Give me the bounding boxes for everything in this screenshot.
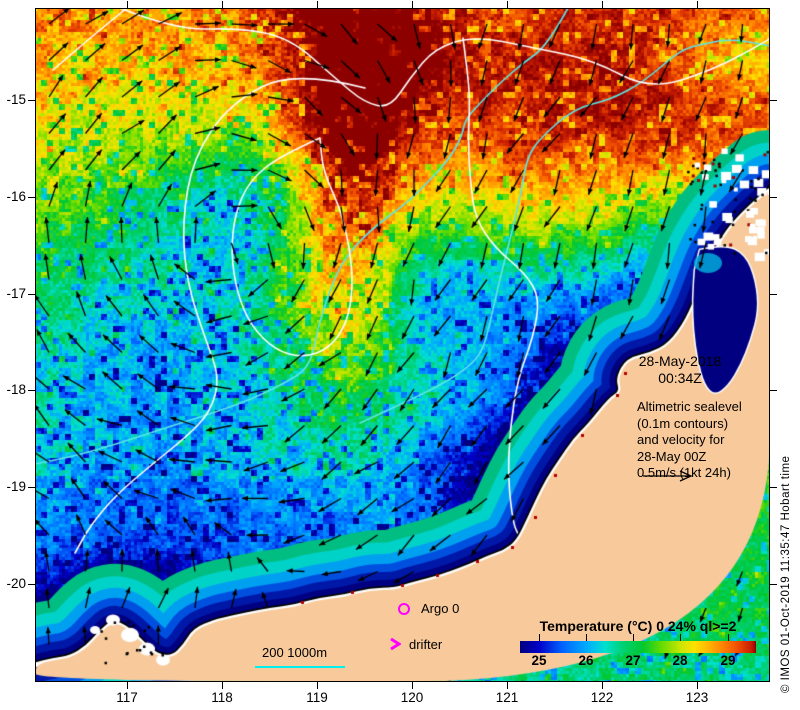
isobath-legend-label: 200 1000m — [262, 645, 328, 660]
x-axis-tick-label: 123 — [685, 690, 709, 705]
y-axis-tick-right — [770, 487, 777, 488]
y-axis-tick-right — [770, 294, 777, 295]
colorbar-tick-label: 25 — [531, 653, 547, 668]
altimetric-note: Altimetric sealevel (0.1m contours) and … — [637, 399, 742, 482]
altimetric-note-line: and velocity for — [637, 432, 725, 447]
x-axis-tick-label: 118 — [211, 690, 233, 705]
x-axis-tick-top — [222, 1, 223, 8]
y-axis-tick-right — [770, 390, 777, 391]
colorbar-tick — [586, 634, 587, 641]
x-axis-tick-top — [507, 1, 508, 8]
colorbar-tick-label: 28 — [672, 653, 688, 668]
colorbar-tick — [633, 634, 634, 641]
time-line: 00:34Z — [658, 370, 702, 386]
y-axis-tick-label: -20 — [6, 576, 26, 591]
x-axis-tick-label: 120 — [400, 690, 424, 705]
y-axis-tick-right — [770, 100, 777, 101]
isobath-legend-line-icon — [255, 666, 345, 668]
drifter-label: drifter — [409, 637, 443, 652]
altimetric-note-line: 28-May 00Z — [637, 448, 707, 464]
colorbar-tick-label: 29 — [720, 653, 736, 668]
altimetric-note-line: (0.1m contours) — [637, 415, 729, 431]
x-axis-tick-bottom — [222, 682, 223, 689]
colorbar-tick — [680, 634, 681, 641]
x-axis-tick-bottom — [127, 682, 128, 689]
argo-float-marker-icon — [398, 603, 410, 615]
x-axis-tick-top — [317, 1, 318, 8]
velocity-scale-arrow-icon — [643, 470, 693, 482]
x-axis-tick-bottom — [412, 682, 413, 689]
colorbar-tick — [539, 634, 540, 641]
y-axis-tick-left — [28, 487, 35, 488]
x-axis-tick-bottom — [317, 682, 318, 689]
x-axis-tick-label: 119 — [306, 690, 328, 705]
x-axis-tick-label: 122 — [590, 690, 614, 705]
argo-label: Argo 0 — [421, 601, 460, 616]
colorbar-title: Temperature (°C) 0 24% ql>=2 — [539, 618, 737, 634]
x-axis-tick-bottom — [697, 682, 698, 689]
x-axis-tick-label: 121 — [495, 690, 519, 705]
x-axis-tick-label: 117 — [116, 690, 138, 705]
x-axis-tick-top — [602, 1, 603, 8]
colorbar-tick-label: 26 — [578, 653, 594, 668]
colorbar-tick-label: 27 — [625, 653, 641, 668]
colorbar-tick — [728, 634, 729, 641]
drifter-marker-icon — [390, 638, 401, 651]
y-axis-tick-label: -18 — [6, 382, 26, 397]
y-axis-tick-left — [28, 294, 35, 295]
y-axis-tick-right — [770, 197, 777, 198]
date-line: 28-May-2018 — [638, 353, 722, 369]
y-axis-tick-left — [28, 390, 35, 391]
x-axis-tick-bottom — [602, 682, 603, 689]
x-axis-tick-top — [697, 1, 698, 8]
y-axis-tick-left — [28, 584, 35, 585]
sst-raster-map — [35, 8, 770, 682]
x-axis-tick-top — [127, 1, 128, 8]
credit-text: © IMOS 01-Oct-2019 11:35:47 Hobart time — [780, 455, 792, 693]
y-axis-tick-label: -16 — [6, 189, 26, 204]
x-axis-tick-top — [412, 1, 413, 8]
y-axis-tick-left — [28, 197, 35, 198]
y-axis-tick-right — [770, 584, 777, 585]
y-axis-tick-label: -19 — [6, 479, 26, 494]
x-axis-tick-bottom — [507, 682, 508, 689]
y-axis-tick-label: -17 — [6, 286, 26, 301]
y-axis-tick-label: -15 — [6, 92, 26, 107]
colorbar-gradient — [520, 641, 756, 653]
altimetric-note-line: Altimetric sealevel — [637, 399, 742, 414]
y-axis-tick-left — [28, 100, 35, 101]
datetime-annotation: 28-May-2018 00:34Z — [605, 353, 755, 387]
